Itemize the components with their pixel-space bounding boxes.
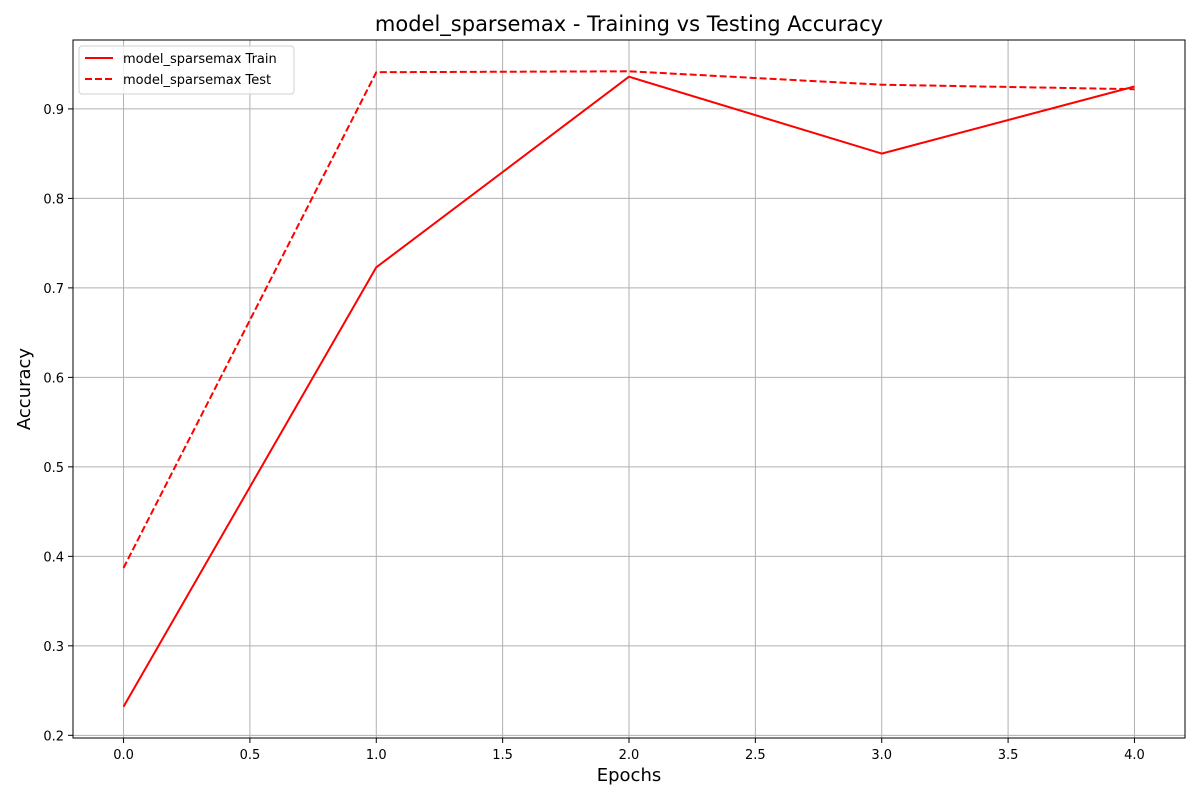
grid-layer xyxy=(73,40,1185,738)
series-layer xyxy=(122,70,1135,708)
x-tick-label: 3.5 xyxy=(998,748,1019,763)
x-tick-label: 0.0 xyxy=(113,748,134,763)
tick-layer: 0.0 0.5 1.0 1.5 2.0 2.5 3.0 3.5 4.0 0.2 0.3 0.4 0.5 0… xyxy=(43,103,1144,763)
series-line-test xyxy=(122,70,1135,569)
y-tick-label: 0.7 xyxy=(43,282,64,297)
x-axis-label: Epochs xyxy=(597,765,662,786)
legend: model_sparsemax Train model_sparsemax Tes… xyxy=(78,45,295,95)
legend-entry-label: model_sparsemax Test xyxy=(123,73,271,88)
y-tick-label: 0.2 xyxy=(43,729,64,744)
y-tick-label: 0.5 xyxy=(43,461,64,476)
y-tick-label: 0.4 xyxy=(43,550,64,565)
legend-box xyxy=(78,45,295,95)
x-tick-label: 1.0 xyxy=(366,748,387,763)
y-tick-label: 0.3 xyxy=(43,640,64,655)
x-tick-label: 4.0 xyxy=(1124,748,1145,763)
y-tick-label: 0.9 xyxy=(43,103,64,118)
y-tick-label: 0.6 xyxy=(43,371,64,386)
x-tick-label: 1.5 xyxy=(492,748,513,763)
x-tick-label: 3.0 xyxy=(871,748,892,763)
series-line-train xyxy=(122,75,1135,708)
x-tick-label: 2.5 xyxy=(745,748,766,763)
x-tick-label: 2.0 xyxy=(619,748,640,763)
y-tick-label: 0.8 xyxy=(43,192,64,207)
chart-title: model_sparsemax - Training vs Testing Ac… xyxy=(375,12,883,37)
x-tick-label: 0.5 xyxy=(240,748,261,763)
y-axis-label: Accuracy xyxy=(14,348,35,431)
legend-entry-label: model_sparsemax Train xyxy=(123,52,277,67)
